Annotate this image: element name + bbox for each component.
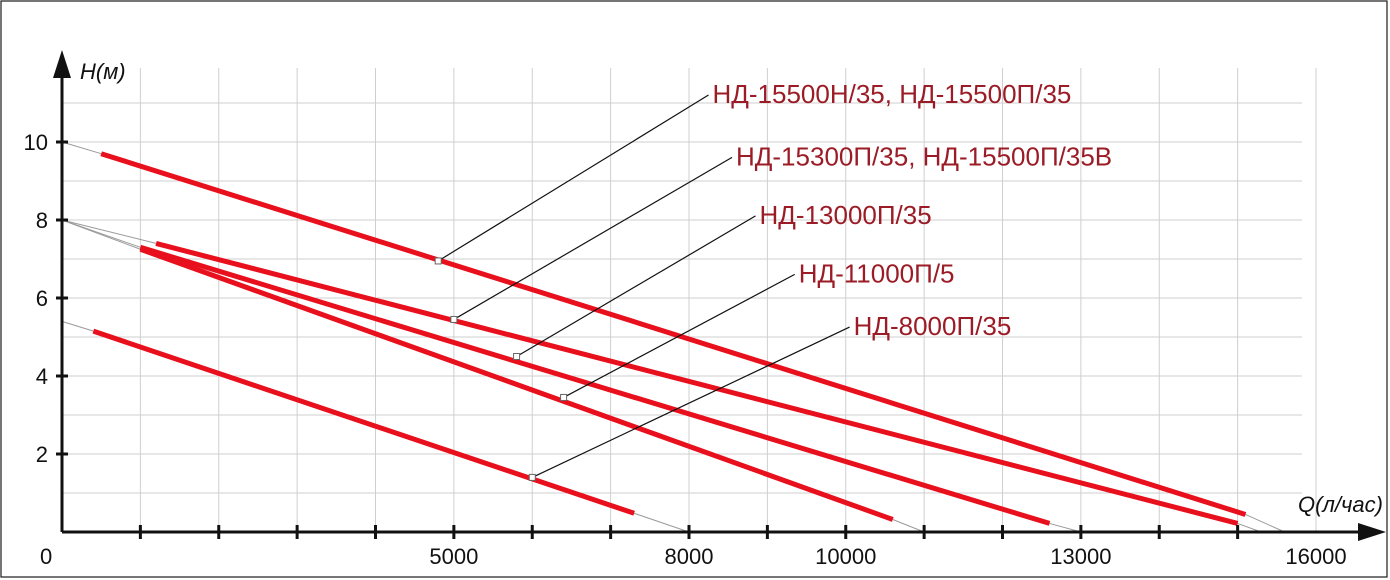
series-label-5: НД-8000П/35 [854,311,1012,341]
curve-extension-end [633,512,690,533]
series-marker-1 [434,257,442,265]
series-curve-5 [92,328,635,516]
leader-line-5 [531,326,850,478]
leader-line-1 [437,94,709,262]
series-marker-4 [560,393,568,401]
grid [62,68,1317,532]
series-label-3: НД-13000П/35 [760,200,932,230]
x-axis-arrow [1358,523,1386,541]
series-marker-2 [450,315,458,323]
series-label-4: НД-11000П/5 [799,258,955,288]
curve-extension-start [61,141,102,155]
series-curve-4 [139,246,894,522]
x-tick-label: 13000 [1050,544,1111,569]
leader-line-2 [453,156,733,320]
curve-extension-start [61,219,141,250]
series-curve-1 [100,151,1247,517]
curves [92,151,1247,526]
series-labels: НД-15500Н/35, НД-15500П/35 НД-15300П/35, … [434,79,1112,481]
x-tick-label: 10000 [815,544,876,569]
y-tick-label: 8 [36,208,48,233]
y-tick-label: 2 [36,442,48,467]
y-tick-label: 10 [24,130,48,155]
series-marker-5 [528,473,536,481]
curve-extension-end [892,519,925,533]
x-tick-label: 5000 [429,544,478,569]
axes [53,50,1386,541]
series-label-2: НД-15300П/35, НД-15500П/35В [736,141,1112,171]
curve-extension-start [61,219,157,244]
ticks: 0 5000 8000 10000 13000 16000 2 4 6 8 10 [24,130,1347,569]
leader-line-4 [563,273,796,398]
x-tick-label: 0 [40,544,52,569]
y-axis-title: H(м) [80,59,126,84]
curve-extension-start [61,320,94,332]
series-curve-3 [139,244,1051,526]
series-label-1: НД-15500Н/35, НД-15500П/35 [713,79,1072,109]
x-axis-title: Q(л/час) [1298,492,1383,517]
y-axis-arrow [53,50,71,78]
y-tick-label: 4 [36,364,48,389]
series-marker-3 [513,353,521,360]
series-curve-2 [155,240,1239,526]
leader-line-3 [516,215,756,358]
curve-extensions [61,141,1285,533]
y-tick-label: 6 [36,286,48,311]
x-tick-label: 8000 [665,544,714,569]
x-tick-label: 16000 [1285,544,1346,569]
curve-extension-end [1245,513,1285,533]
